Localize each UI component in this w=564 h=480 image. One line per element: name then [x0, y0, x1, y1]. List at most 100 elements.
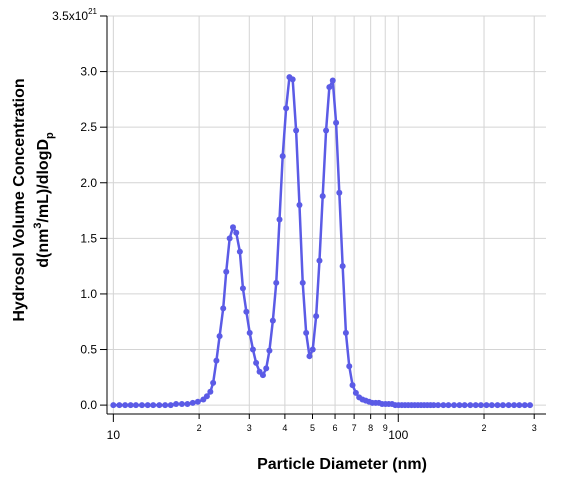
- data-point: [249, 346, 256, 353]
- data-point: [527, 402, 534, 409]
- data-point: [488, 402, 495, 409]
- x-minor-tick-label: 3: [532, 423, 537, 433]
- x-minor-tick-label: 4: [282, 423, 287, 433]
- y-axis-title-line1: Hydrosol Volume Concentration: [11, 78, 28, 321]
- data-point: [329, 77, 336, 84]
- data-point: [445, 402, 452, 409]
- y-axis-title-line2-mid: /mL)/dlogD: [35, 139, 52, 223]
- data-point: [283, 105, 290, 112]
- data-point: [216, 333, 223, 340]
- data-point: [451, 402, 458, 409]
- data-point: [213, 357, 220, 364]
- data-point: [167, 402, 174, 409]
- data-point: [303, 329, 310, 336]
- x-minor-tick-label: 6: [333, 423, 338, 433]
- data-point: [499, 402, 506, 409]
- x-minor-tick-label: 2: [197, 423, 202, 433]
- data-point: [289, 76, 296, 83]
- data-point: [352, 389, 359, 396]
- data-point: [296, 201, 303, 208]
- data-point: [516, 402, 523, 409]
- data-point: [430, 402, 437, 409]
- axes-layer: [100, 15, 546, 422]
- data-point: [207, 388, 214, 395]
- data-point: [494, 402, 501, 409]
- data-point: [239, 285, 246, 292]
- y-axis-title-line2-sub: p: [44, 132, 56, 139]
- data-point: [116, 402, 123, 409]
- data-point: [323, 127, 330, 134]
- data-point: [243, 308, 250, 315]
- grid-layer: [107, 15, 546, 414]
- data-point: [293, 127, 300, 134]
- data-point: [122, 402, 129, 409]
- data-point: [246, 329, 253, 336]
- data-point: [194, 398, 201, 405]
- data-point: [226, 235, 233, 242]
- data-point: [236, 248, 243, 255]
- x-axis-title: Particle Diameter (nm): [257, 456, 427, 473]
- data-point: [233, 229, 240, 236]
- data-point: [306, 353, 313, 360]
- data-point: [223, 268, 230, 275]
- y-axis-title-line2: d(nm3/mL)/dlogDp: [32, 132, 56, 268]
- data-point: [127, 402, 134, 409]
- data-point: [156, 402, 163, 409]
- data-point: [326, 84, 333, 91]
- data-point: [162, 402, 169, 409]
- data-point: [132, 402, 139, 409]
- data-point: [461, 402, 468, 409]
- data-point: [269, 317, 276, 324]
- x-minor-tick-label: 3: [247, 423, 252, 433]
- data-point: [349, 382, 356, 389]
- data-point: [313, 313, 320, 320]
- data-point: [173, 400, 180, 407]
- y-tick-label: 3.5x1021: [52, 7, 97, 23]
- data-point: [521, 402, 528, 409]
- data-point: [339, 263, 346, 270]
- y-tick-label: 0.0: [80, 398, 97, 412]
- y-tick-label: 1.5: [80, 231, 97, 245]
- x-minor-tick-label: 5: [310, 423, 315, 433]
- data-point: [150, 402, 157, 409]
- data-point: [220, 305, 227, 312]
- y-tick-label: 2.5: [80, 120, 97, 134]
- data-point: [253, 359, 260, 366]
- data-point: [138, 402, 145, 409]
- data-point: [110, 402, 117, 409]
- data-point: [336, 189, 343, 196]
- x-minor-tick-label: 8: [368, 423, 373, 433]
- x-minor-tick-label: 2: [482, 423, 487, 433]
- data-point: [472, 402, 479, 409]
- y-axis-title-line2-sup: 3: [32, 223, 44, 229]
- y-tick-label: 0.5: [80, 343, 97, 357]
- series-layer: [110, 74, 534, 409]
- y-tick-label: 3.0: [80, 65, 97, 79]
- labels-layer: 0.0 0.5 1.0 1.5 2.0 2.5 3.0 3.5x1021 10 100 2 3 4 5 6 7…: [52, 7, 537, 442]
- data-point: [144, 402, 151, 409]
- data-point: [333, 119, 340, 126]
- x-major-tick-label: 10: [107, 428, 121, 442]
- x-major-tick-label: 100: [388, 428, 408, 442]
- data-point: [505, 402, 512, 409]
- data-point: [483, 402, 490, 409]
- x-minor-tick-label: 7: [352, 423, 357, 433]
- data-point: [299, 279, 306, 286]
- data-point: [203, 393, 210, 400]
- data-point: [477, 402, 484, 409]
- data-point: [342, 329, 349, 336]
- data-point: [266, 347, 273, 354]
- y-axis-title: Hydrosol Volume Concentration: [11, 78, 28, 321]
- y-tick-label: 1.0: [80, 287, 97, 301]
- data-point: [456, 402, 463, 409]
- data-point: [440, 402, 447, 409]
- data-point: [346, 363, 353, 370]
- data-point: [435, 402, 442, 409]
- data-point: [273, 279, 280, 286]
- data-point: [316, 257, 323, 264]
- data-point: [178, 400, 185, 407]
- data-point: [511, 402, 518, 409]
- data-point: [184, 400, 191, 407]
